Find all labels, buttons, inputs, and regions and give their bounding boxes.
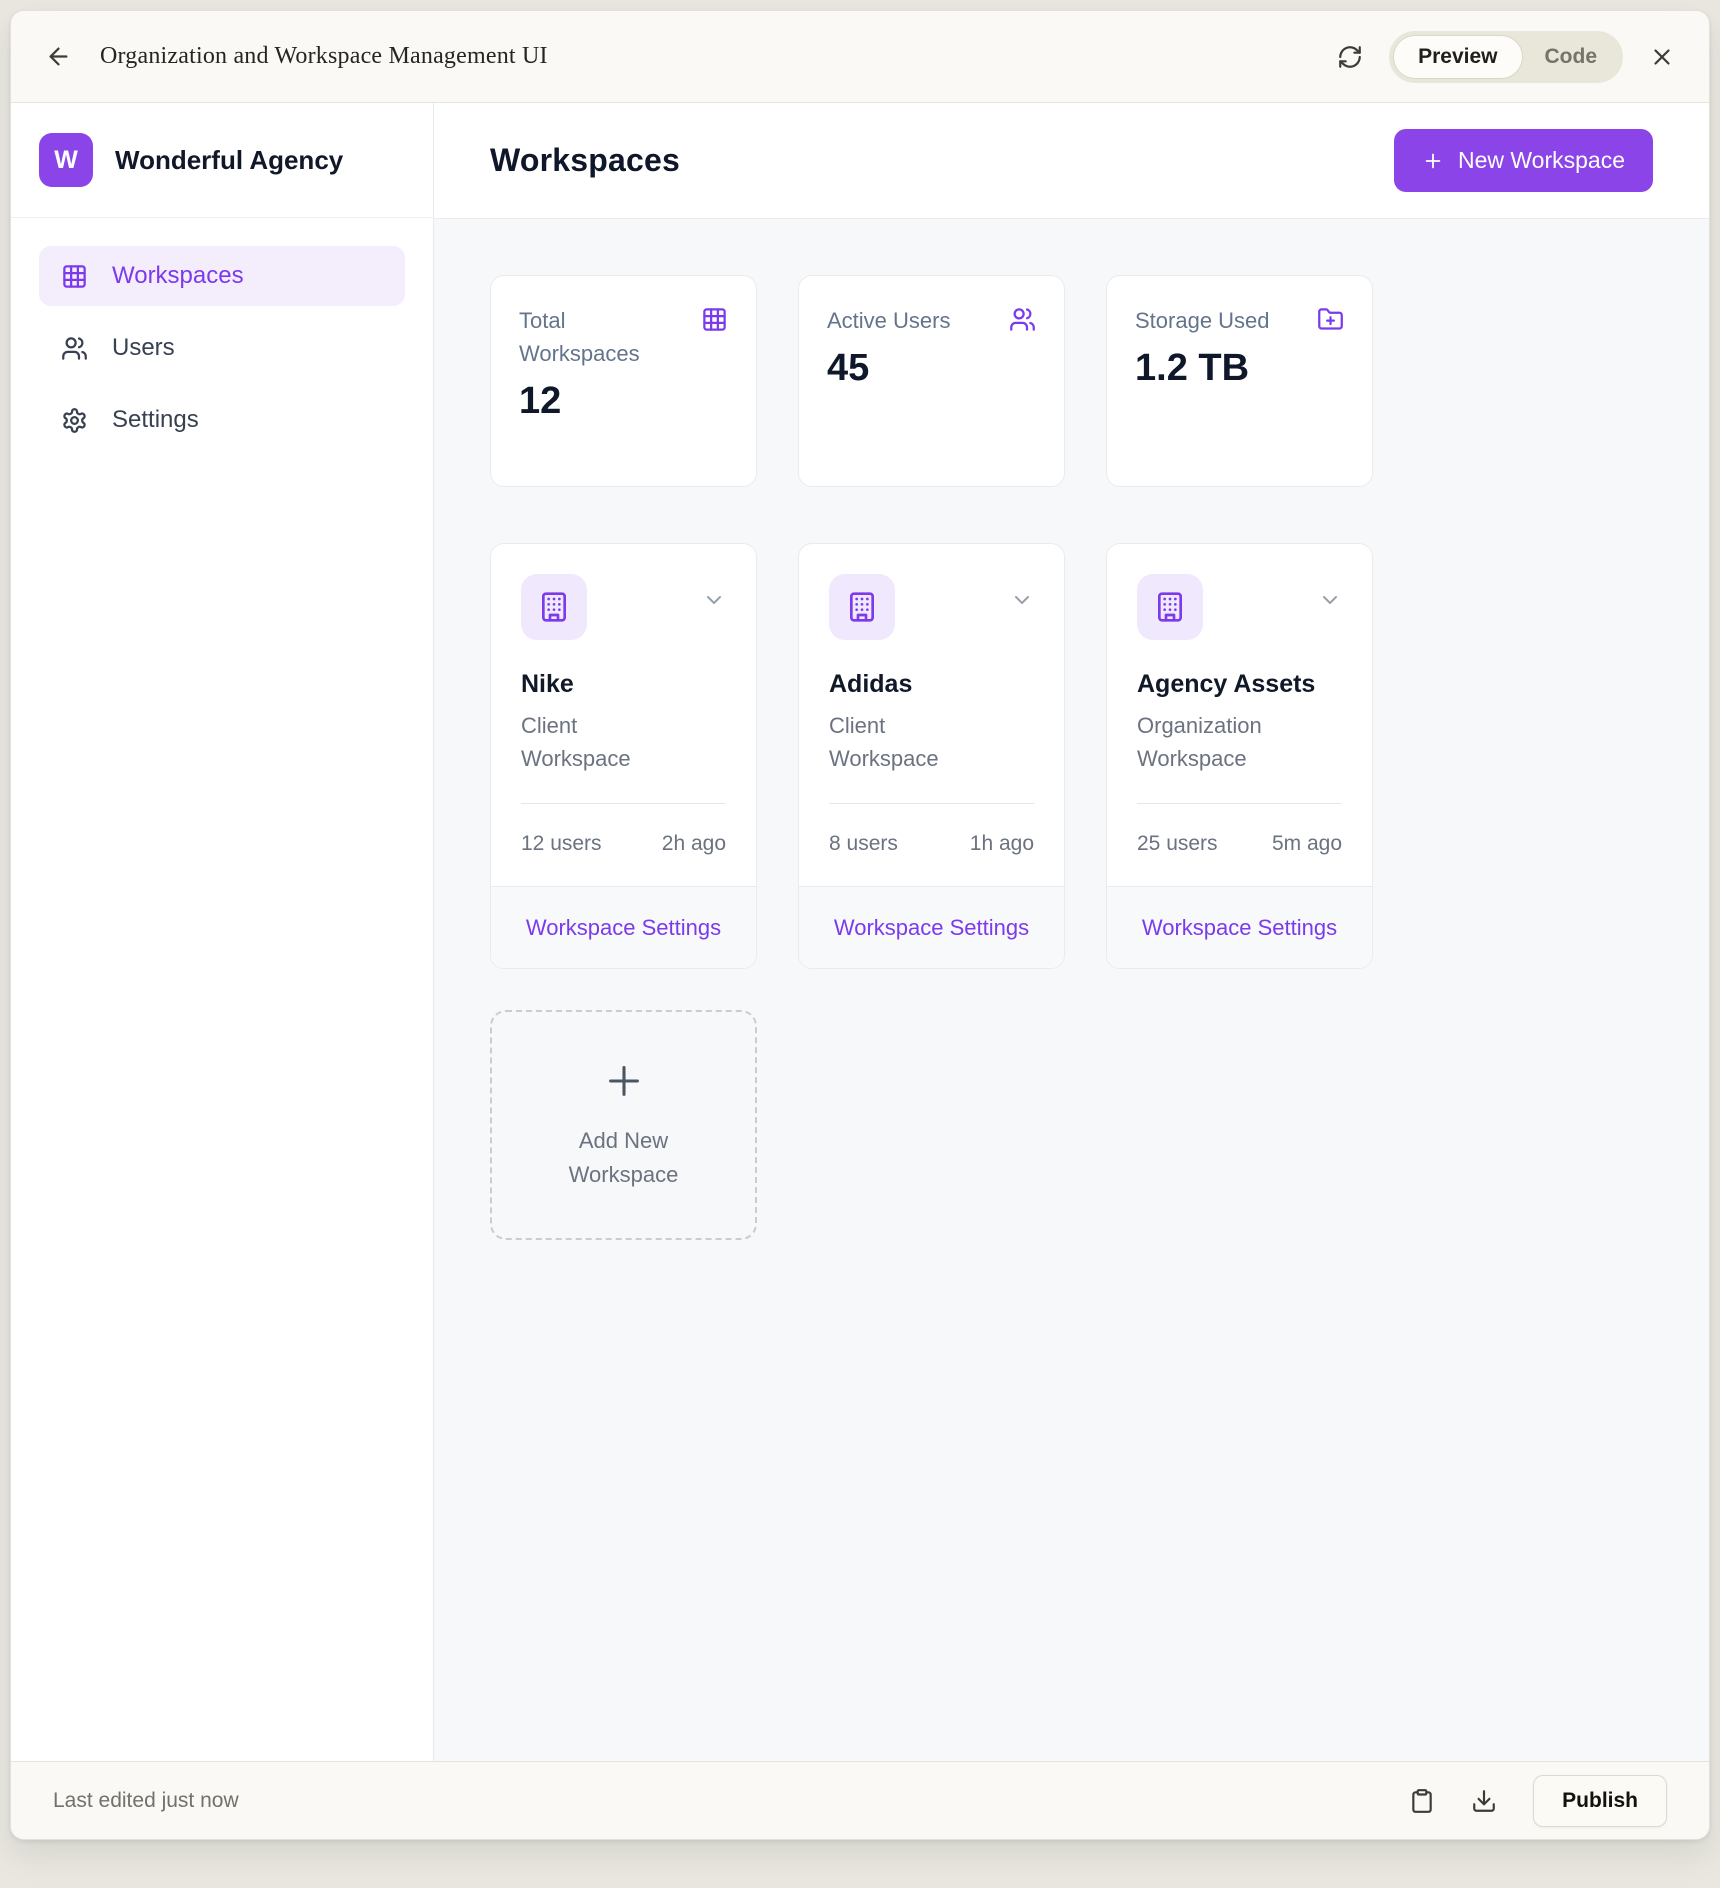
- sidebar-item-workspaces[interactable]: Workspaces: [39, 246, 405, 306]
- refresh-icon[interactable]: [1337, 44, 1363, 70]
- add-new-workspace-label: Add New Workspace: [568, 1127, 679, 1187]
- org-header: W Wonderful Agency: [11, 103, 433, 218]
- gear-icon: [61, 407, 88, 434]
- workspace-updated: 5m ago: [1271, 832, 1342, 855]
- top-bar-actions: Preview Code: [1337, 30, 1675, 83]
- stat-value: 45: [827, 347, 870, 389]
- sidebar-item-label: Users: [112, 334, 175, 361]
- sidebar-item-settings[interactable]: Settings: [39, 390, 405, 450]
- users-icon: [61, 335, 88, 362]
- workspace-name: Adidas: [829, 670, 913, 698]
- tab-preview[interactable]: Preview: [1393, 34, 1523, 79]
- preview-code-toggle: Preview Code: [1389, 30, 1623, 83]
- grid-icon: [61, 263, 88, 290]
- workspace-settings-link[interactable]: Workspace Settings: [1107, 886, 1372, 968]
- workspace-type: Organization Workspace: [1137, 713, 1262, 771]
- workspace-users-count: 25 users: [1137, 832, 1218, 855]
- building-icon: [1137, 574, 1203, 640]
- workspace-card-adidas: Adidas Client Workspace 8 users 1h ago W…: [798, 543, 1065, 969]
- workspace-updated: 1h ago: [969, 832, 1034, 855]
- new-workspace-button[interactable]: New Workspace: [1393, 129, 1653, 192]
- sidebar-item-label: Workspaces: [112, 262, 244, 289]
- top-bar: Organization and Workspace Management UI…: [11, 11, 1709, 103]
- stat-value: 12: [519, 380, 562, 422]
- workspace-type: Client Workspace: [829, 713, 939, 771]
- download-icon[interactable]: [1471, 1788, 1497, 1814]
- publish-button[interactable]: Publish: [1533, 1774, 1667, 1827]
- plus-icon: [601, 1058, 647, 1104]
- plus-icon: [1422, 150, 1444, 172]
- workspace-type: Client Workspace: [521, 713, 631, 771]
- add-new-workspace-card[interactable]: Add New Workspace: [490, 1010, 757, 1240]
- content: Total Workspaces 12 Active Users: [434, 219, 1709, 1761]
- stat-label: Storage Used: [1135, 308, 1270, 333]
- document-title: Organization and Workspace Management UI: [100, 43, 548, 69]
- page-title: Workspaces: [490, 142, 680, 178]
- workspace-settings-link[interactable]: Workspace Settings: [799, 886, 1064, 968]
- app-body: W Wonderful Agency Workspaces Users: [11, 103, 1709, 1761]
- stat-label: Total Workspaces: [519, 308, 640, 366]
- org-avatar: W: [39, 133, 93, 187]
- stat-card-total-workspaces: Total Workspaces 12: [490, 275, 757, 487]
- main-header: Workspaces New Workspace: [434, 103, 1709, 219]
- building-icon: [521, 574, 587, 640]
- tab-code[interactable]: Code: [1523, 36, 1620, 78]
- users-icon: [1009, 304, 1036, 333]
- stat-label: Active Users: [827, 308, 951, 333]
- clipboard-icon[interactable]: [1409, 1788, 1435, 1814]
- stat-card-storage-used: Storage Used 1.2 TB: [1106, 275, 1373, 487]
- chevron-down-icon[interactable]: [702, 588, 726, 615]
- sidebar-item-label: Settings: [112, 406, 199, 433]
- grid-icon: [701, 304, 728, 333]
- stat-card-active-users: Active Users 45: [798, 275, 1065, 487]
- sidebar-item-users[interactable]: Users: [39, 318, 405, 378]
- building-icon: [829, 574, 895, 640]
- sidebar: W Wonderful Agency Workspaces Users: [11, 103, 434, 1761]
- workspace-name: Nike: [521, 670, 574, 698]
- folder-plus-icon: [1317, 304, 1344, 333]
- stat-value: 1.2 TB: [1135, 347, 1250, 389]
- workspace-card-nike: Nike Client Workspace 12 users 2h ago Wo…: [490, 543, 757, 969]
- workspace-name: Agency Assets: [1137, 670, 1316, 698]
- divider: [1137, 803, 1342, 804]
- stats-row: Total Workspaces 12 Active Users: [490, 275, 1653, 487]
- artifact-window: Organization and Workspace Management UI…: [10, 10, 1710, 1840]
- workspace-users-count: 12 users: [521, 832, 602, 855]
- new-workspace-label: New Workspace: [1457, 147, 1625, 173]
- workspace-updated: 2h ago: [661, 832, 726, 855]
- last-edited-status: Last edited just now: [53, 1788, 239, 1812]
- workspace-cards-row: Nike Client Workspace 12 users 2h ago Wo…: [490, 543, 1653, 969]
- bottom-bar: Last edited just now Publish: [11, 1761, 1709, 1839]
- bottom-bar-actions: Publish: [1409, 1774, 1667, 1827]
- workspace-users-count: 8 users: [829, 832, 898, 855]
- back-arrow-icon[interactable]: [45, 43, 72, 70]
- workspace-settings-link[interactable]: Workspace Settings: [491, 886, 756, 968]
- workspace-card-agency-assets: Agency Assets Organization Workspace 25 …: [1106, 543, 1373, 969]
- main-area: Workspaces New Workspace Total Workspace…: [434, 103, 1709, 1761]
- org-name: Wonderful Agency: [115, 144, 344, 175]
- divider: [829, 803, 1034, 804]
- sidebar-nav: Workspaces Users Settings: [11, 218, 433, 478]
- chevron-down-icon[interactable]: [1010, 588, 1034, 615]
- close-icon[interactable]: [1649, 44, 1675, 70]
- chevron-down-icon[interactable]: [1318, 588, 1342, 615]
- divider: [521, 803, 726, 804]
